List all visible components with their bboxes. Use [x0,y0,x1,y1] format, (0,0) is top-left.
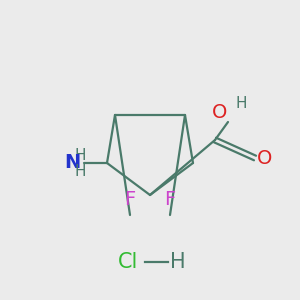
Text: F: F [124,190,136,209]
Text: F: F [164,190,175,209]
Text: Cl: Cl [118,252,138,272]
Text: N: N [64,154,80,172]
Text: H: H [170,252,186,272]
Text: H: H [235,97,247,112]
Text: O: O [257,148,273,167]
Text: H: H [74,164,86,178]
Text: H: H [74,148,86,163]
Text: O: O [212,103,228,122]
